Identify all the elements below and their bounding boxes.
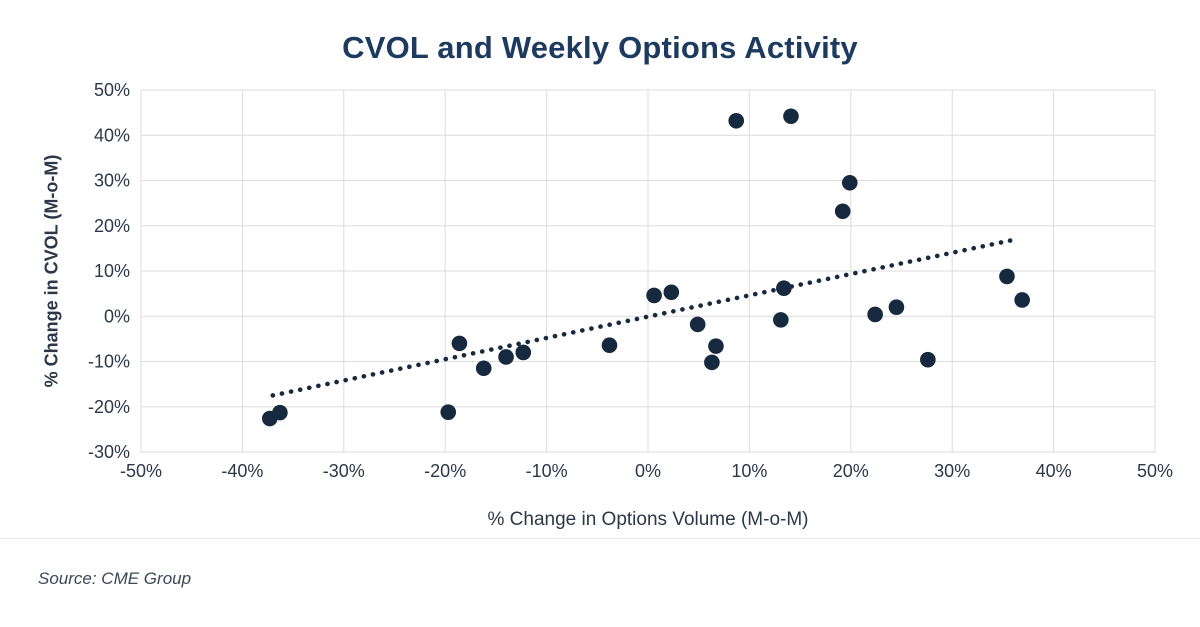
y-tick-label: 50% (94, 80, 130, 100)
x-tick-label: -40% (221, 461, 263, 481)
chart-title: CVOL and Weekly Options Activity (342, 30, 858, 65)
x-tick-label: -30% (323, 461, 365, 481)
scatter-point (776, 280, 792, 296)
x-tick-label: 20% (833, 461, 869, 481)
y-tick-label: -20% (88, 397, 130, 417)
scatter-point (689, 316, 706, 333)
scatter-point (708, 338, 724, 354)
y-axis-title: % Change in CVOL (M-o-M) (41, 154, 62, 388)
x-tick-label: 50% (1137, 461, 1173, 481)
scatter-point (601, 337, 618, 354)
scatter-point (867, 306, 883, 323)
scatter-point (773, 312, 789, 328)
trend-line (270, 237, 1019, 398)
scatter-point (440, 404, 457, 420)
scatter-point (728, 112, 745, 129)
x-tick-label: 10% (731, 461, 767, 481)
scatter-point (841, 174, 858, 191)
scatter-point (999, 268, 1015, 285)
x-tick-label: -50% (120, 461, 162, 481)
scatter-point (272, 404, 288, 421)
scatter-point (888, 299, 905, 316)
y-tick-label: -10% (88, 352, 130, 372)
scatter-point (920, 351, 936, 368)
scatter-point (783, 108, 799, 125)
scatter-point (475, 360, 492, 377)
scatter-point (834, 203, 851, 220)
footer-divider (0, 538, 1200, 539)
scatter-point (663, 284, 680, 301)
x-axis-title: % Change in Options Volume (M-o-M) (487, 509, 809, 530)
y-tick-label: 20% (94, 216, 130, 236)
y-tick-label: 0% (104, 306, 130, 326)
scatter-point (515, 344, 532, 361)
x-tick-label: -10% (526, 461, 568, 481)
x-tick-label: 0% (635, 461, 661, 481)
scatter-point (704, 354, 720, 371)
x-tick-label: 40% (1036, 461, 1072, 481)
y-tick-label: 30% (94, 171, 130, 191)
x-tick-label: -20% (424, 461, 466, 481)
scatter-point (451, 335, 468, 352)
x-tick-label: 30% (934, 461, 970, 481)
source-note: Source: CME Group (38, 569, 192, 588)
scatter-point (1014, 292, 1030, 308)
y-tick-label: 10% (94, 261, 130, 281)
scatter-point (498, 349, 514, 365)
scatter-point (646, 287, 662, 304)
y-tick-label: -30% (88, 442, 130, 462)
y-tick-label: 40% (94, 125, 130, 145)
